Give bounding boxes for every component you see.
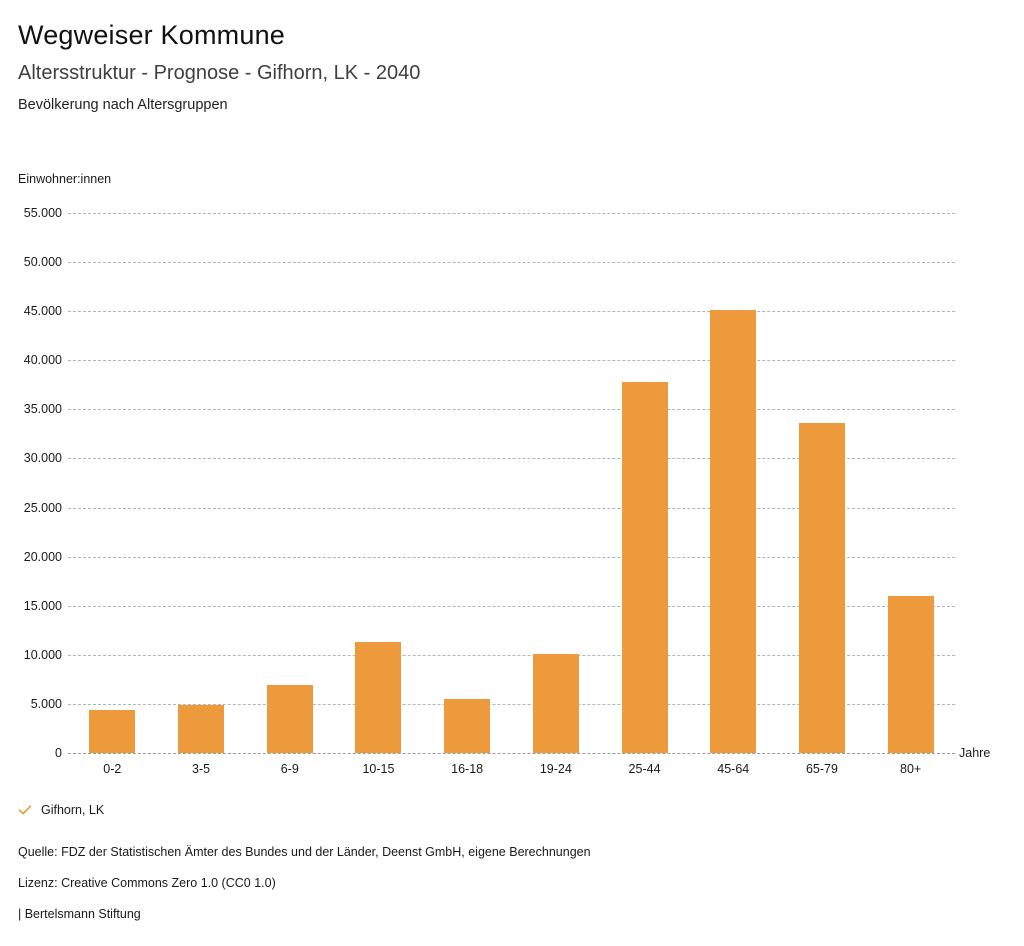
bar-series	[68, 213, 955, 753]
legend-item-label: Gifhorn, LK	[41, 803, 105, 817]
footer-publisher: | Bertelsmann Stiftung	[18, 907, 141, 921]
legend[interactable]: Gifhorn, LK	[18, 803, 104, 817]
y-axis-tick-label: 55.000	[23, 206, 62, 220]
chart-header: Wegweiser Kommune Altersstruktur - Progn…	[18, 18, 998, 115]
y-axis-tick-label: 5.000	[30, 696, 62, 711]
plot-region	[68, 213, 955, 754]
x-axis-tick-label: 10-15	[362, 762, 395, 776]
gridline	[68, 458, 955, 460]
gridline	[68, 262, 955, 264]
y-axis-title: Einwohner:innen	[18, 172, 112, 186]
gridline	[68, 654, 955, 656]
gridline	[68, 409, 955, 411]
bar[interactable]	[266, 684, 313, 753]
y-axis-tick-label: 20.000	[23, 549, 62, 564]
bar[interactable]	[89, 709, 136, 753]
x-axis-tick-label: 6-9	[280, 762, 299, 776]
bar[interactable]	[798, 423, 845, 753]
bar[interactable]	[444, 699, 491, 753]
x-axis-tick-label: 80+	[900, 762, 922, 776]
bar[interactable]	[355, 642, 402, 753]
x-axis-tick-label: 25-44	[628, 762, 661, 776]
page-title: Wegweiser Kommune	[18, 20, 286, 50]
x-axis-tick-label: 16-18	[451, 762, 484, 776]
y-axis-tick-label: 50.000	[23, 255, 62, 270]
y-axis-tick-label: 35.000	[23, 402, 62, 417]
gridline	[68, 753, 955, 754]
gridline	[68, 360, 955, 362]
x-axis-tick-label: 3-5	[192, 762, 211, 776]
footer-license: Lizenz: Creative Commons Zero 1.0 (CC0 1…	[18, 876, 276, 890]
chart-caption: Bevölkerung nach Altersgruppen	[18, 97, 228, 113]
y-axis-tick-label: 25.000	[23, 500, 62, 515]
check-icon	[18, 803, 32, 817]
chart-subtitle: Altersstruktur - Prognose - Gifhorn, LK …	[18, 62, 421, 84]
x-axis-tick-label: 65-79	[805, 762, 838, 776]
y-axis-tick-label: 40.000	[23, 353, 62, 368]
y-axis-tick-label: 45.000	[23, 304, 62, 319]
bar[interactable]	[887, 595, 934, 753]
y-axis-tick-label: 15.000	[23, 598, 62, 613]
bar[interactable]	[178, 704, 225, 753]
x-axis-tick-label: 0-2	[103, 762, 122, 776]
gridline	[68, 507, 955, 509]
gridline	[68, 703, 955, 705]
bar[interactable]	[532, 653, 579, 753]
y-axis-tick-label: 0	[55, 746, 62, 760]
bar[interactable]	[710, 310, 757, 753]
y-axis-tick-label: 10.000	[23, 647, 62, 662]
x-axis-title: Jahre	[959, 746, 991, 760]
gridline	[68, 213, 955, 214]
gridline	[68, 311, 955, 313]
x-axis-tick-label: 19-24	[539, 762, 572, 776]
gridline	[68, 556, 955, 558]
gridline	[68, 605, 955, 607]
footer-source: Quelle: FDZ der Statistischen Ämter des …	[18, 845, 591, 859]
x-axis-tick-label: 45-64	[717, 762, 750, 776]
y-axis-tick-label: 30.000	[23, 451, 62, 466]
bar[interactable]	[621, 381, 668, 753]
